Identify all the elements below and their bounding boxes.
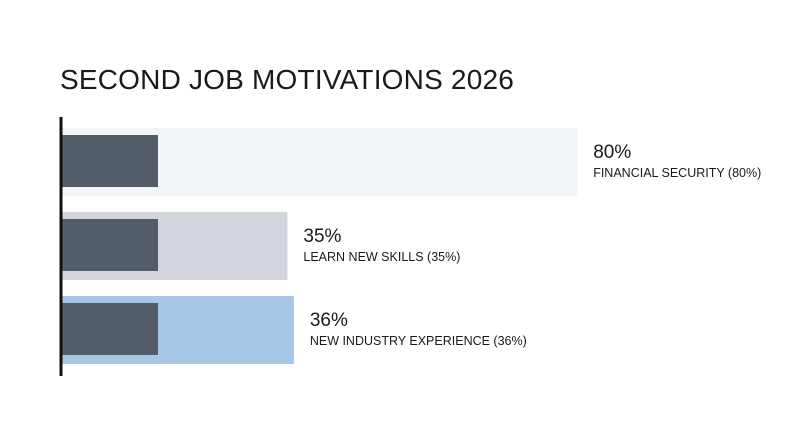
bar-marker-2 <box>62 219 158 271</box>
category-label-1: FINANCIAL SECURITY (80%) <box>593 166 761 180</box>
bar-marker-1 <box>62 135 158 187</box>
chart-title: SECOND JOB MOTIVATIONS 2026 <box>60 64 515 95</box>
value-label-1: 80% <box>593 142 631 163</box>
bar-marker-3 <box>62 303 158 355</box>
category-label-2: LEARN NEW SKILLS (35%) <box>303 250 460 264</box>
category-label-3: NEW INDUSTRY EXPERIENCE (36%) <box>310 334 527 348</box>
value-label-3: 36% <box>310 310 348 331</box>
value-label-2: 35% <box>303 226 341 247</box>
